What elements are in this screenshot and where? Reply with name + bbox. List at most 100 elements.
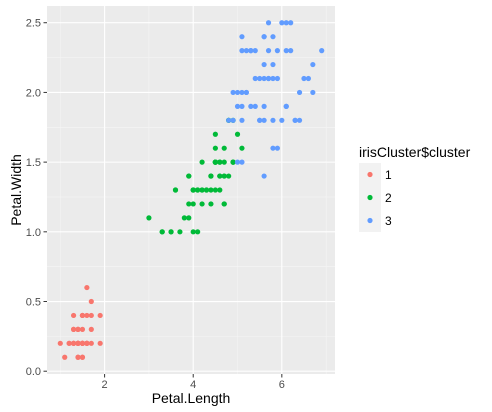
data-point-cluster-1	[79, 354, 86, 360]
legend-items: 1 2 3	[359, 163, 392, 232]
data-point-cluster-1	[88, 340, 94, 346]
data-point-cluster-3	[283, 103, 289, 109]
data-point-cluster-3	[261, 173, 267, 179]
data-point-cluster-3	[301, 75, 307, 82]
data-point-cluster-1	[75, 340, 81, 346]
data-point-cluster-1	[84, 340, 90, 346]
legend-key-2	[367, 194, 373, 201]
data-point-cluster-3	[239, 34, 245, 40]
legend-key-1	[367, 171, 373, 178]
x-axis-ticks: 2 4 6	[102, 374, 285, 391]
data-point-cluster-2	[195, 187, 201, 193]
data-point-cluster-2	[221, 201, 227, 207]
data-point-cluster-3	[279, 20, 285, 26]
data-point-cluster-2	[168, 229, 174, 235]
data-point-cluster-3	[230, 89, 236, 96]
x-tick-label: 2	[102, 379, 108, 391]
data-point-cluster-3	[261, 117, 267, 123]
data-point-cluster-2	[190, 229, 196, 235]
data-point-cluster-2	[221, 145, 227, 151]
legend-key-3	[367, 217, 373, 224]
data-point-cluster-3	[305, 75, 312, 82]
data-points	[57, 20, 325, 360]
data-point-cluster-1	[88, 326, 94, 332]
legend-label-2: 2	[385, 191, 392, 205]
data-point-cluster-2	[217, 187, 223, 193]
data-point-cluster-3	[265, 75, 272, 82]
data-point-cluster-1	[75, 354, 81, 360]
data-point-cluster-3	[261, 75, 267, 82]
data-point-cluster-3	[226, 117, 232, 123]
data-point-cluster-3	[283, 20, 289, 26]
data-point-cluster-2	[186, 173, 192, 179]
data-point-cluster-3	[296, 117, 303, 123]
data-point-cluster-2	[230, 159, 236, 165]
data-point-cluster-2	[181, 215, 187, 221]
data-point-cluster-3	[248, 48, 254, 54]
y-axis-title: Petal.Width	[8, 154, 24, 226]
data-point-cluster-3	[270, 34, 276, 40]
data-point-cluster-1	[70, 326, 77, 332]
minor-gridlines	[47, 6, 335, 374]
data-point-cluster-3	[234, 159, 241, 165]
data-point-cluster-1	[88, 312, 94, 319]
data-point-cluster-3	[243, 89, 249, 96]
data-point-cluster-3	[310, 89, 316, 96]
data-point-cluster-1	[70, 340, 77, 346]
data-point-cluster-3	[265, 48, 272, 54]
data-point-cluster-3	[234, 89, 241, 96]
data-point-cluster-2	[212, 131, 218, 137]
data-point-cluster-2	[146, 215, 152, 221]
y-tick-label: 0.5	[26, 297, 41, 309]
data-point-cluster-3	[252, 103, 258, 109]
data-point-cluster-2	[199, 201, 205, 207]
data-point-cluster-2	[208, 173, 214, 179]
data-point-cluster-1	[62, 354, 68, 360]
data-point-cluster-3	[239, 89, 245, 96]
data-point-cluster-2	[190, 201, 196, 207]
data-point-cluster-3	[319, 48, 325, 54]
data-point-cluster-2	[234, 131, 241, 137]
data-point-cluster-2	[208, 187, 214, 193]
data-point-cluster-2	[203, 187, 210, 193]
data-point-cluster-1	[79, 340, 86, 346]
data-point-cluster-3	[279, 117, 285, 123]
legend-title: irisCluster$cluster	[359, 144, 471, 160]
data-point-cluster-3	[261, 61, 267, 68]
data-point-cluster-3	[274, 75, 280, 82]
data-point-cluster-1	[75, 326, 81, 332]
legend-label-3: 3	[385, 214, 392, 228]
data-point-cluster-3	[270, 145, 276, 151]
data-point-cluster-1	[97, 340, 103, 346]
data-point-cluster-3	[257, 75, 263, 82]
data-point-cluster-1	[66, 340, 72, 346]
data-point-cluster-3	[257, 117, 263, 123]
data-point-cluster-2	[159, 229, 165, 235]
data-point-cluster-2	[212, 145, 218, 151]
data-point-cluster-3	[292, 117, 298, 123]
data-point-cluster-2	[190, 187, 196, 193]
data-point-cluster-3	[265, 20, 272, 26]
data-point-cluster-3	[239, 117, 245, 123]
data-point-cluster-2	[195, 229, 201, 235]
data-point-cluster-2	[199, 187, 205, 193]
data-point-cluster-3	[296, 89, 303, 96]
data-point-cluster-2	[208, 201, 214, 207]
data-point-cluster-3	[270, 117, 276, 123]
data-point-cluster-3	[248, 103, 254, 109]
y-tick-label: 1.0	[26, 227, 41, 239]
data-point-cluster-2	[212, 159, 218, 165]
data-point-cluster-3	[283, 48, 289, 54]
data-point-cluster-1	[70, 312, 77, 319]
data-point-cluster-3	[252, 48, 258, 54]
data-point-cluster-2	[221, 173, 227, 179]
data-point-cluster-3	[261, 103, 267, 109]
data-point-cluster-2	[177, 229, 183, 235]
data-point-cluster-2	[199, 159, 205, 165]
y-tick-label: 1.5	[26, 157, 41, 169]
data-point-cluster-1	[79, 312, 86, 319]
legend-label-1: 1	[385, 168, 392, 182]
data-point-cluster-2	[186, 201, 192, 207]
x-tick-label: 4	[190, 379, 196, 391]
x-tick-label: 6	[279, 379, 285, 391]
